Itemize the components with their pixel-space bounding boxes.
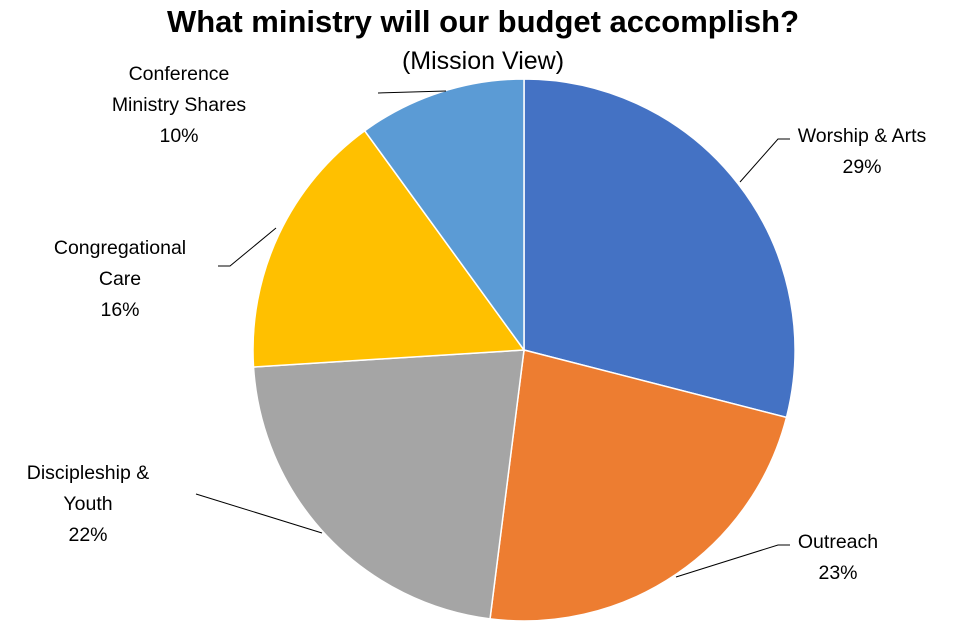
chart-subtitle: (Mission View) xyxy=(401,47,565,75)
leader-line-3 xyxy=(195,493,323,534)
pie-slice-5 xyxy=(363,78,525,353)
pie-slice-1 xyxy=(523,78,796,419)
slice-label-3: Discipleship & Youth 22% xyxy=(27,462,149,546)
leader-line-5 xyxy=(377,90,447,94)
slice-label-5: Conference Ministry Shares 10% xyxy=(112,63,247,147)
slice-name-label: Discipleship & xyxy=(27,462,149,484)
slice-percent-label: 10% xyxy=(159,125,198,147)
slice-name-label: Outreach xyxy=(798,531,878,553)
slice-percent-label: 23% xyxy=(818,562,857,584)
chart-title: What ministry will our budget accomplish… xyxy=(166,4,800,39)
slice-name-label: Youth xyxy=(63,493,112,515)
pie-slice-3 xyxy=(252,349,525,620)
slice-label-2: Outreach 23% xyxy=(798,531,878,584)
slice-name-label: Congregational xyxy=(54,237,186,259)
slice-name-label: Worship & Arts xyxy=(798,125,927,147)
slice-percent-label: 16% xyxy=(100,299,139,321)
leader-line-1 xyxy=(739,138,790,183)
slice-name-label: Care xyxy=(99,268,141,290)
slice-percent-label: 22% xyxy=(68,524,107,546)
slice-percent-label: 29% xyxy=(842,156,881,178)
slice-name-label: Ministry Shares xyxy=(112,94,247,116)
leader-lines-layer xyxy=(195,90,790,578)
pie-slice-4 xyxy=(252,129,526,368)
slice-name-label: Conference xyxy=(129,63,230,85)
slices-layer xyxy=(252,78,796,621)
labels-layer: Worship & Arts 29% Outreach 23% Discipleship… xyxy=(27,63,927,584)
slice-label-1: Worship & Arts 29% xyxy=(798,125,927,178)
leader-line-2 xyxy=(675,544,790,578)
slice-label-4: Congregational Care 16% xyxy=(54,237,186,321)
leader-line-4 xyxy=(218,227,277,267)
